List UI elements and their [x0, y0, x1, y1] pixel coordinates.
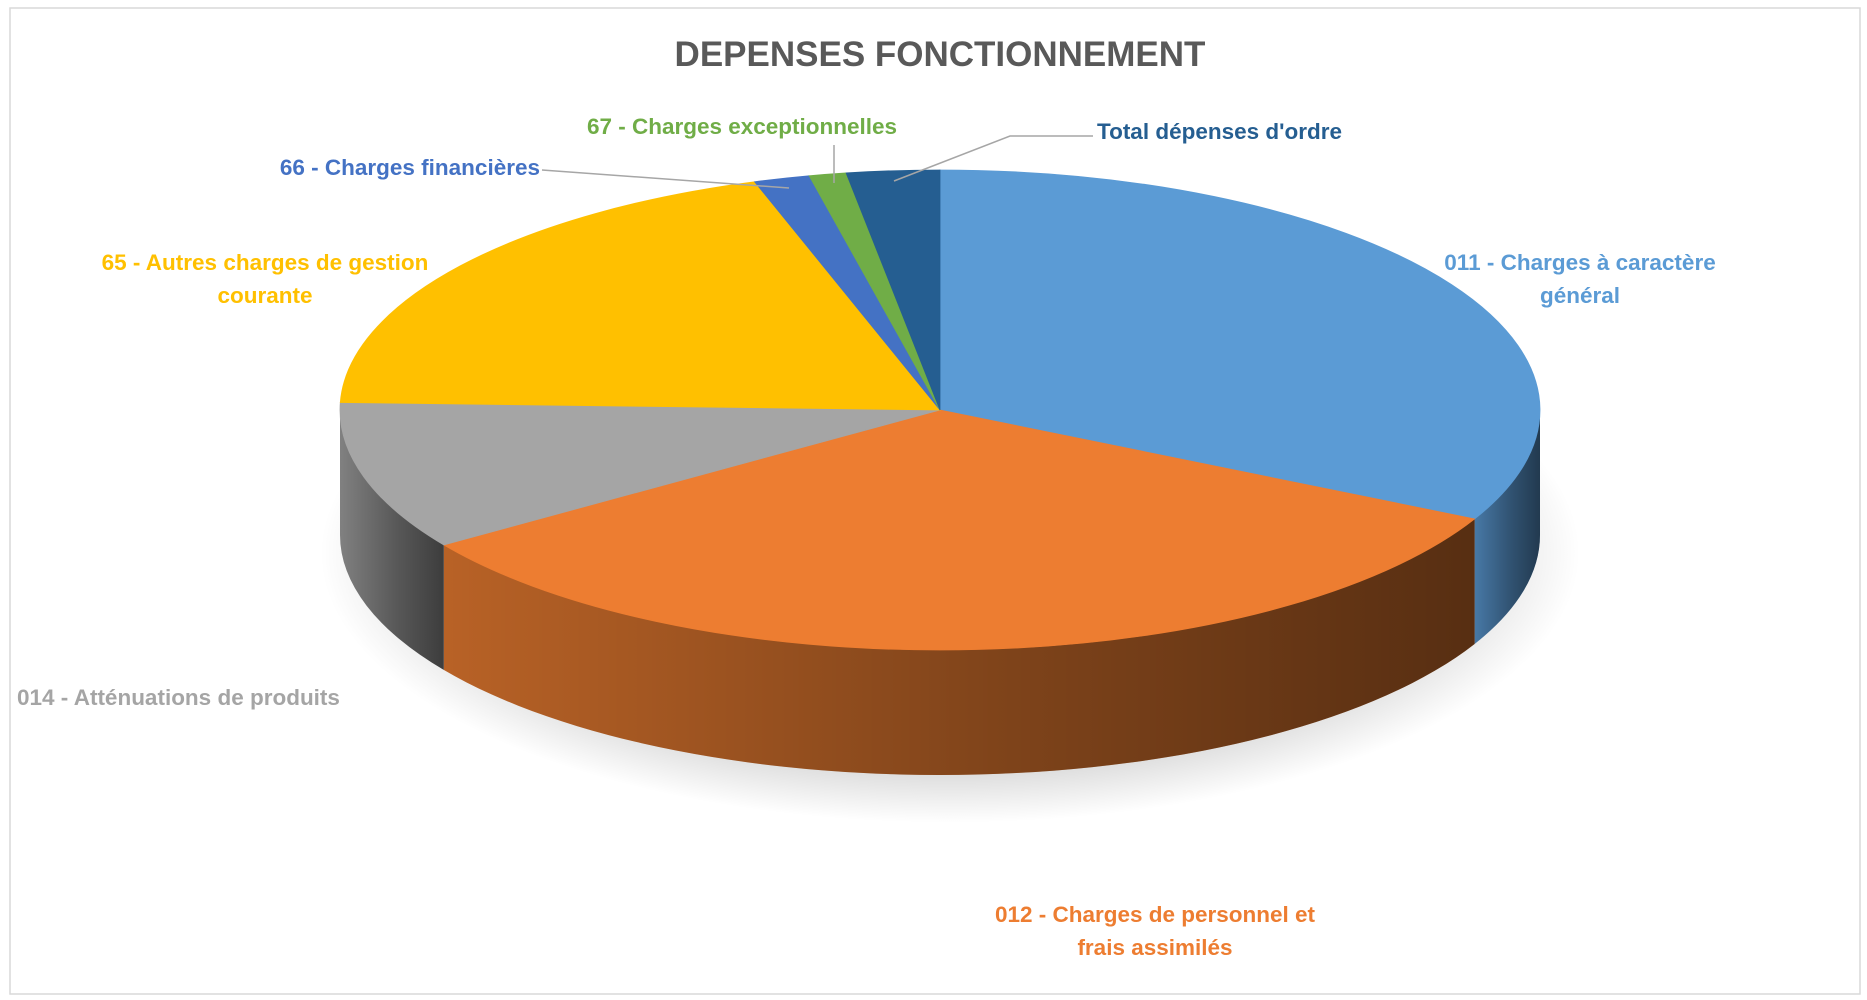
- data-label-66-charges-financieres-line: 66 - Charges financières: [280, 155, 540, 180]
- slice-014-attenuations-de-produits: [339, 402, 941, 546]
- pie-slices: [339, 169, 1541, 651]
- data-label-total-depenses-d-ordre-line: Total dépenses d'ordre: [1097, 119, 1342, 144]
- chart-title: DEPENSES FONCTIONNEMENT: [675, 35, 1206, 74]
- leader-lines: [541, 135, 1093, 189]
- data-label-014-attenuations-de-produits: 014 - Atténuations de produits: [17, 685, 340, 710]
- data-label-011-charges-a-caractere-general-line: 011 - Charges à caractère: [1444, 250, 1715, 275]
- data-label-total-depenses-d-ordre: Total dépenses d'ordre: [1097, 119, 1342, 144]
- data-label-014-attenuations-de-produits-line: 014 - Atténuations de produits: [17, 685, 340, 710]
- data-label-011-charges-a-caractere-general: 011 - Charges à caractère général: [1444, 250, 1715, 308]
- data-label-012-charges-de-personnel-et-frais-assimiles-line: frais assimilés: [1077, 935, 1232, 960]
- leader-line-66-charges-financieres: [541, 169, 790, 189]
- chart-border: [9, 7, 1861, 995]
- slice-side-011-charges-a-caractere-general-shading: [1474, 410, 1541, 644]
- data-label-65-autres-charges-de-gestion-courante: 65 - Autres charges de gestion courante: [102, 250, 429, 308]
- data-label-67-charges-exceptionnelles-line: 67 - Charges exceptionnelles: [587, 114, 897, 139]
- slice-side-012-charges-de-personnel-et-frais-assimiles-shading: [443, 518, 1475, 776]
- leader-line-total-depenses-d-ordre: [893, 135, 1093, 182]
- data-label-011-charges-a-caractere-general-line: général: [1540, 283, 1620, 308]
- data-labels: 011 - Charges à caractère général 012 - Ch…: [17, 114, 1716, 960]
- data-label-65-autres-charges-de-gestion-courante-line: courante: [217, 283, 312, 308]
- slice-012-charges-de-personnel-et-frais-assimiles: [442, 409, 1476, 651]
- data-label-66-charges-financieres: 66 - Charges financières: [280, 155, 540, 180]
- slice-side-014-attenuations-de-produits-shading: [340, 410, 444, 670]
- data-label-012-charges-de-personnel-et-frais-assimiles: 012 - Charges de personnel et frais assim…: [995, 902, 1316, 960]
- slice-total-depenses-d-ordre: [845, 169, 941, 411]
- data-label-65-autres-charges-de-gestion-courante-line: 65 - Autres charges de gestion: [102, 250, 429, 275]
- slice-011-charges-a-caractere-general: [939, 169, 1541, 520]
- slice-65-autres-charges-de-gestion-courante: [339, 181, 941, 411]
- data-label-67-charges-exceptionnelles: 67 - Charges exceptionnelles: [587, 114, 897, 139]
- pie-sides: [340, 410, 1541, 776]
- data-label-012-charges-de-personnel-et-frais-assimiles-line: 012 - Charges de personnel et: [995, 902, 1316, 927]
